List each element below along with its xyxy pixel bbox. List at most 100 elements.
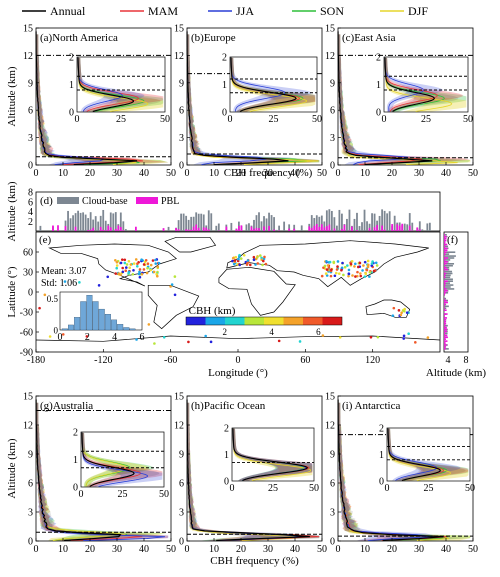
- pbl-bar: [444, 319, 447, 321]
- pbl-bar: [122, 230, 125, 231]
- pbl-bar: [368, 227, 371, 231]
- cloud-base-bar: [403, 223, 406, 231]
- y-tick-label: 0: [330, 537, 335, 548]
- site-dot: [97, 284, 101, 287]
- site-dot: [115, 260, 119, 264]
- y-tick-label: 0: [28, 537, 33, 548]
- site-dot: [362, 264, 365, 267]
- colorbar-segment: [322, 317, 342, 325]
- site-dot: [376, 335, 380, 339]
- cloud-base-bar: [408, 213, 411, 231]
- pbl-bar: [313, 225, 316, 231]
- shade-son: [36, 34, 169, 165]
- pbl-bar: [444, 328, 448, 331]
- cloud-base-bar: [87, 218, 90, 231]
- cloud-base-bar: [197, 213, 200, 231]
- site-dot: [155, 274, 159, 278]
- inset-y-tick-label: 0: [69, 108, 74, 119]
- shade-annual: [338, 402, 471, 541]
- pbl-bar: [253, 228, 255, 231]
- pbl-bar: [52, 225, 54, 231]
- y-axis-label: Altitude (km): [6, 66, 18, 127]
- pbl-bar: [268, 226, 270, 231]
- y-tick-label: 6: [330, 106, 335, 117]
- cloud-base-bar: [320, 215, 323, 231]
- cloud-base-bar: [283, 221, 286, 231]
- cloud-base-bar: [102, 209, 105, 231]
- site-dot: [372, 269, 376, 273]
- x-tick-label: 10: [58, 544, 68, 555]
- inset-y-tick-label: 2: [376, 53, 381, 64]
- cloud-base-bar: [444, 332, 448, 335]
- site-dot: [135, 338, 138, 341]
- cloud-base-bar: [444, 324, 448, 327]
- shade-son: [187, 34, 320, 165]
- shade-annual: [187, 34, 320, 165]
- cloud-base-bar: [325, 210, 328, 231]
- inset-x-tick-label: 0: [79, 489, 84, 500]
- y-tick-label: 3: [28, 508, 33, 519]
- cloud-base-bar: [444, 270, 453, 273]
- pbl-bar: [408, 225, 411, 231]
- pbl-bar: [197, 227, 200, 231]
- cloud-base-bar: [368, 223, 371, 231]
- inset-y-tick-label: 0: [222, 108, 227, 119]
- cloud-base-bar: [426, 223, 429, 231]
- legend-label-mam: MAM: [148, 4, 178, 18]
- pbl-bar: [444, 268, 448, 271]
- x-tick-label: 50: [468, 168, 478, 179]
- pbl-bar: [444, 276, 446, 279]
- y-tick-label: 9: [179, 78, 184, 89]
- legend-swatch-pbl: [136, 197, 158, 204]
- cloud-base-bar: [89, 212, 92, 231]
- cloud-base-bar: [202, 214, 205, 231]
- cloud-base-bar: [270, 215, 273, 231]
- y-tick-label: 12: [325, 421, 335, 432]
- pbl-bar: [104, 230, 107, 231]
- site-dot: [332, 260, 336, 264]
- site-dot: [356, 265, 360, 269]
- site-dot: [325, 268, 329, 271]
- cloud-base-bar: [348, 209, 351, 231]
- site-dot: [367, 263, 370, 267]
- colorbar-tick-label: 4: [269, 327, 274, 337]
- site-dot: [368, 270, 372, 274]
- x-tick-label: 40: [441, 168, 451, 179]
- site-dot: [115, 264, 119, 267]
- legend-label-son: SON: [320, 4, 344, 18]
- cloud-base-bar: [190, 216, 193, 231]
- site-dot: [354, 262, 357, 266]
- shade-son: [338, 34, 471, 165]
- inset-shade-jja: [232, 428, 313, 481]
- x-tick-label: 30: [414, 544, 424, 555]
- x-tick-label: 30: [112, 544, 122, 555]
- panel-title: (i) Antarctica: [342, 400, 400, 412]
- cloud-base-bar: [273, 217, 275, 231]
- x-tick-label: 40: [290, 168, 300, 179]
- histogram-bar: [98, 308, 105, 331]
- inset-shade-annual: [387, 428, 466, 481]
- histogram-x-tick-label: 0: [58, 332, 63, 343]
- shade-mam: [338, 34, 471, 165]
- x-tick-label: 30: [112, 168, 122, 179]
- site-dot: [391, 314, 395, 317]
- cloud-base-bar: [318, 216, 321, 231]
- cloud-base-bar: [253, 219, 255, 231]
- y-tick-label: 0: [28, 161, 33, 172]
- site-dot: [340, 266, 344, 270]
- x-tick-label: 0: [236, 355, 241, 366]
- y-axis-label: Altitude (km): [6, 438, 18, 499]
- y-tick-label: 0: [28, 288, 33, 299]
- cloud-base-bar: [265, 218, 268, 231]
- histogram-bar: [117, 324, 124, 331]
- y-tick-label: 0: [179, 537, 184, 548]
- pbl-bar: [444, 288, 447, 290]
- inset-x-tick-label: 0: [382, 114, 387, 125]
- cloud-base-bar: [263, 216, 265, 231]
- legend-label-annual: Annual: [50, 4, 86, 18]
- site-dot: [204, 334, 207, 338]
- site-dot: [242, 253, 246, 257]
- pbl-bar: [444, 243, 448, 246]
